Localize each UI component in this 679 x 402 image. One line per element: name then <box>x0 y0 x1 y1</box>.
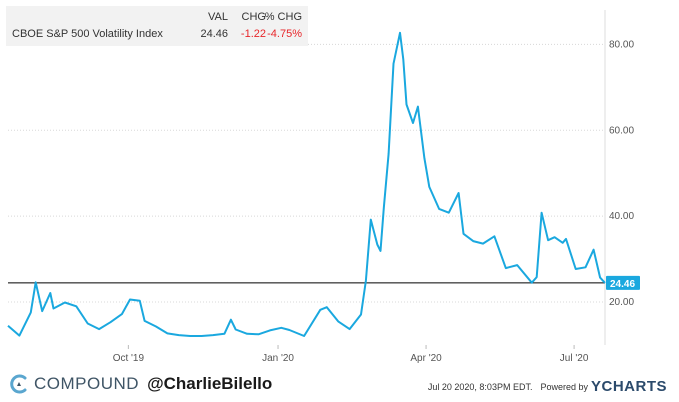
x-tick-label: Jul '20 <box>560 353 589 364</box>
x-tick-label: Apr '20 <box>410 353 442 364</box>
grid-lines <box>8 10 606 345</box>
y-tick-label: 60.00 <box>609 125 634 136</box>
current-value-badge-text: 24.46 <box>610 279 635 290</box>
legend-pct-change: -4.75% <box>267 28 302 40</box>
legend-panel: VAL CHG % CHG CBOE S&P 500 Volatility In… <box>6 6 308 46</box>
compound-c-icon <box>10 374 27 394</box>
y-tick-label: 40.00 <box>609 211 634 222</box>
ycharts-logo[interactable]: YCHARTS <box>590 378 667 395</box>
timestamp: Jul 20 2020, 8:03PM EDT. <box>427 381 533 392</box>
legend-value: 24.46 <box>200 28 228 40</box>
powered-by-label: Powered by <box>540 381 588 392</box>
legend-header-pct-chg: % CHG <box>264 11 302 23</box>
compound-brand-text: COMPOUND <box>34 374 140 393</box>
y-axis: 20.00 40.00 60.00 80.00 <box>609 39 634 308</box>
y-tick-label: 80.00 <box>609 39 634 50</box>
legend-header-chg: CHG <box>241 11 266 23</box>
vix-series-line <box>7 31 606 337</box>
footer-attribution: Jul 20 2020, 8:03PM EDT. Powered by YCHA… <box>428 378 667 395</box>
current-value-badge: 24.46 <box>606 275 640 290</box>
y-tick-label: 20.00 <box>609 297 634 308</box>
legend-change: -1.22 <box>240 28 266 40</box>
legend-series-name[interactable]: CBOE S&P 500 Volatility Index <box>12 28 163 40</box>
x-axis: Oct '19 Jan '20 Apr '20 Jul '20 <box>113 345 589 364</box>
author-handle: @CharlieBilello <box>147 374 273 393</box>
x-tick-label: Oct '19 <box>113 353 145 364</box>
x-tick-label: Jan '20 <box>262 353 294 364</box>
legend-header-val: VAL <box>208 11 228 23</box>
compound-logo: COMPOUND @CharlieBilello <box>8 371 272 397</box>
